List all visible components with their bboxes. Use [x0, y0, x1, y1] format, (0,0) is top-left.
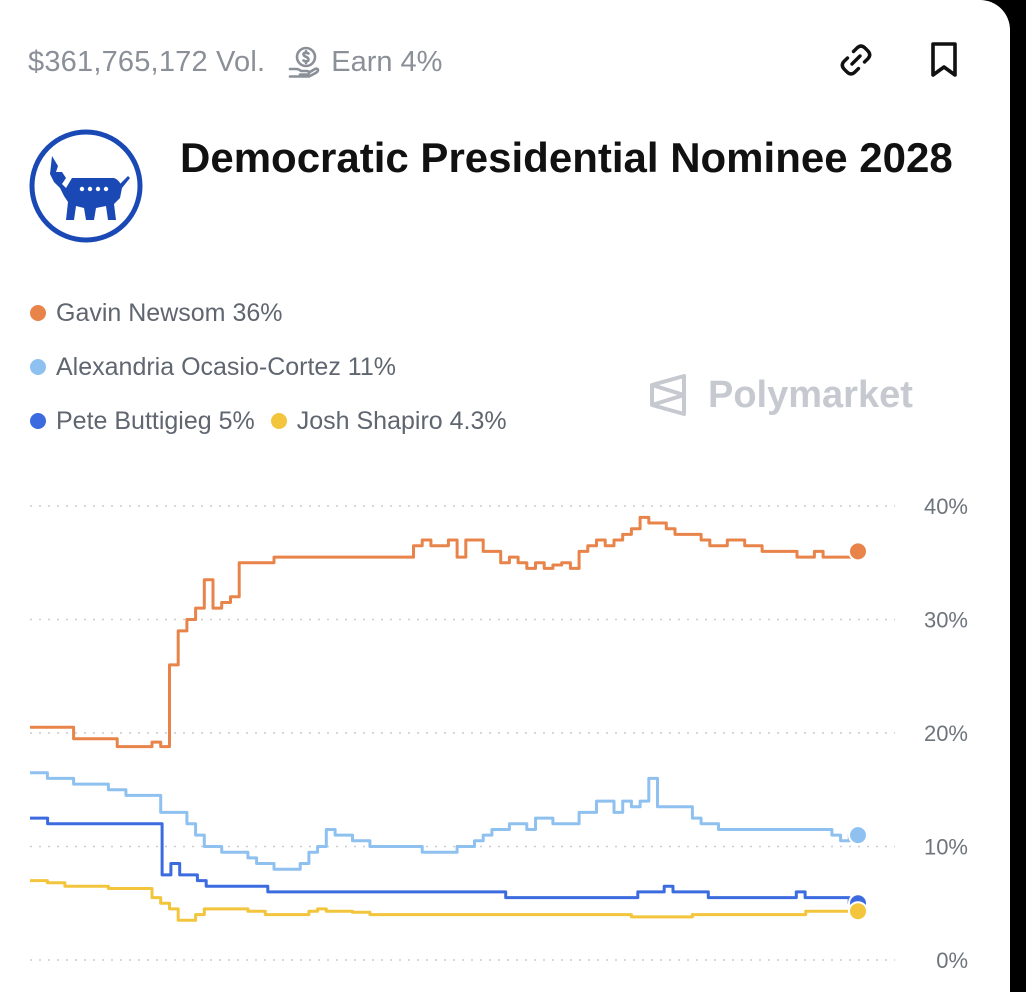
legend-label: Alexandria Ocasio-Cortez 11% — [56, 352, 396, 381]
chart-legend: Gavin Newsom 36% Alexandria Ocasio-Corte… — [30, 286, 523, 448]
y-tick-label: 40% — [924, 494, 968, 519]
market-stats-row: $361,765,172 Vol. Earn 4% — [28, 40, 442, 84]
polymarket-logo-icon — [650, 374, 686, 416]
series-line — [30, 816, 858, 905]
price-chart: 40% 30% 20% 10% 0% — [30, 494, 968, 973]
legend-dot — [30, 305, 46, 321]
link-icon — [840, 44, 872, 76]
legend-dot — [270, 413, 287, 429]
legend-dot — [30, 413, 46, 429]
watermark-label: Polymarket — [708, 373, 913, 416]
legend-label: Pete Buttigieg 5% — [56, 406, 255, 435]
legend-label: Josh Shapiro 4.3% — [296, 406, 507, 435]
header-actions — [790, 38, 966, 82]
y-tick-label: 20% — [924, 721, 968, 746]
y-tick-label: 10% — [924, 835, 968, 860]
y-tick-label: 0% — [936, 948, 968, 973]
market-title: Democratic Presidential Nominee 2028 — [180, 134, 953, 181]
y-tick-label: 30% — [924, 608, 968, 633]
legend-item-newsom: Gavin Newsom 36% — [30, 299, 282, 328]
series-line — [30, 515, 860, 749]
copy-link-button[interactable] — [834, 38, 878, 82]
democratic-donkey-logo — [29, 129, 143, 243]
legend-label: Gavin Newsom 36% — [56, 298, 283, 327]
series-line — [30, 771, 858, 871]
earn-label: Earn 4% — [331, 45, 443, 78]
series-endpoint — [848, 825, 868, 846]
series-endpoint — [848, 541, 868, 562]
legend-item-shapiro: Josh Shapiro 4.3% — [270, 406, 507, 436]
legend-item-aoc: Alexandria Ocasio-Cortez 11% — [30, 353, 396, 382]
earn-badge[interactable]: Earn 4% — [287, 45, 442, 79]
polymarket-watermark: Polymarket — [646, 372, 913, 418]
bookmark-icon — [931, 42, 957, 77]
legend-dot — [30, 359, 46, 375]
coin-hand-icon — [288, 46, 320, 78]
legend-item-buttigieg: Pete Buttigieg 5% — [30, 407, 255, 436]
volume-label: $361,765,172 Vol. — [28, 45, 266, 78]
series-endpoint — [848, 901, 868, 922]
bookmark-button[interactable] — [922, 38, 966, 82]
series-line — [30, 879, 858, 922]
